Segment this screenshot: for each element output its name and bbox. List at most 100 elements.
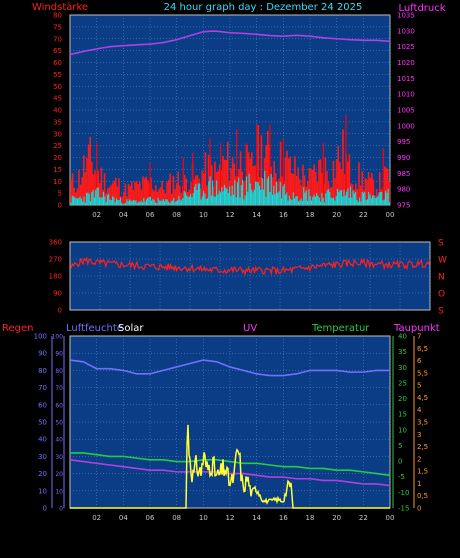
dewpoint-y-tick-label: 5,5 <box>417 369 428 377</box>
rain-y-tick-label: 100 <box>34 333 47 341</box>
direction-y-tick-label: 0 <box>58 307 62 315</box>
pressure-y-tick-label: 990 <box>397 154 410 162</box>
temperature-y-tick-label: 15 <box>398 411 407 419</box>
pressure-line <box>69 30 391 56</box>
dewpoint-y-tick-label: 0 <box>417 505 421 513</box>
wind-x-tick-label: 14 <box>252 211 261 219</box>
direction-compass-label: W <box>438 256 447 266</box>
temperature-y-tick-label: 25 <box>398 379 407 387</box>
humidity-y-tick-label: 0 <box>59 506 63 513</box>
rain-y-tick-label: 10 <box>38 487 47 495</box>
wind-y-tick-label: 35 <box>53 118 62 126</box>
pressure-axis-title: Luftdruck <box>398 3 445 14</box>
wind-x-tick-label: 02 <box>92 211 101 219</box>
direction-y-tick-label: 360 <box>49 239 62 247</box>
direction-y-tick-label: 270 <box>49 256 62 264</box>
wind-y-tick-label: 60 <box>53 59 62 67</box>
humidity-y-tick-label: 20 <box>55 471 63 478</box>
temperature-line <box>70 452 391 477</box>
temperature-axis-title: Temperatur <box>311 323 370 334</box>
wind-x-tick-label: 00 <box>386 211 395 219</box>
temperature-y-tick-label: -5 <box>398 473 405 481</box>
direction-compass-label: O <box>438 290 445 300</box>
pressure-y-tick-label: 1035 <box>397 12 415 20</box>
humidity-y-tick-label: 50 <box>55 420 63 427</box>
climate-x-tick-label: 04 <box>119 514 128 522</box>
wind-y-tick-label: 10 <box>53 178 62 186</box>
rain-y-tick-label: 20 <box>38 470 47 478</box>
wind-x-tick-label: 20 <box>332 211 341 219</box>
humidity-solar-temp-chart: 02 04 06 08 10 12 14 16 18 20 22 000102030405060708… <box>34 333 429 523</box>
rain-y-tick-label: 90 <box>38 350 47 358</box>
humidity-y-tick-label: 100 <box>52 334 64 341</box>
wind-y-tick-label: 65 <box>53 47 62 55</box>
pressure-y-tick-label: 1030 <box>397 27 415 35</box>
dewpoint-y-tick-label: 1 <box>417 480 421 488</box>
temperature-y-tick-label: 20 <box>398 395 407 403</box>
climate-x-tick-label: 08 <box>172 514 181 522</box>
rain-y-tick-label: 70 <box>38 384 47 392</box>
temperature-y-tick-label: 40 <box>398 333 407 341</box>
wind-x-tick-label: 06 <box>146 211 155 219</box>
direction-compass-label: N <box>438 273 445 283</box>
wind-y-tick-label: 20 <box>53 154 62 162</box>
pressure-y-tick-label: 980 <box>397 186 410 194</box>
wind-y-tick-label: 5 <box>58 190 62 198</box>
climate-x-tick-label: 20 <box>332 514 341 522</box>
dewpoint-y-tick-label: 4,5 <box>417 394 428 402</box>
wind-y-tick-label: 75 <box>53 23 62 31</box>
climate-x-tick-label: 14 <box>252 514 261 522</box>
wind-x-tick-label: 16 <box>279 211 288 219</box>
temperature-y-tick-label: 0 <box>398 458 402 466</box>
climate-x-tick-label: 06 <box>146 514 155 522</box>
wind-x-tick-label: 18 <box>306 211 315 219</box>
pressure-y-tick-label: 1005 <box>397 107 415 115</box>
wind-y-tick-label: 0 <box>58 202 62 210</box>
dewpoint-y-tick-label: 5 <box>417 382 421 390</box>
wind-y-tick-label: 15 <box>53 166 62 174</box>
dewpoint-y-tick-label: 3,5 <box>417 419 428 427</box>
wind-y-tick-label: 25 <box>53 142 62 150</box>
humidity-y-tick-label: 60 <box>55 402 63 409</box>
dewpoint-y-tick-label: 6,5 <box>417 345 428 353</box>
temperature-y-tick-label: 35 <box>398 348 407 356</box>
humidity-axis-title: Luftfeuchte <box>66 323 123 334</box>
dewpoint-y-tick-label: 2,5 <box>417 443 428 451</box>
dewpoint-axis-title: Taupunkt <box>393 323 440 334</box>
dewpoint-line <box>69 459 391 487</box>
chart-title: 24 hour graph day : Dezember 24 2025 <box>164 2 363 13</box>
temperature-y-tick-label: -10 <box>398 489 409 497</box>
wind-y-tick-label: 45 <box>53 95 62 103</box>
wind-pressure-chart: 02 04 06 08 10 12 14 16 18 20 22 000510152025303540… <box>53 12 415 220</box>
rain-y-tick-label: 30 <box>38 453 47 461</box>
rain-axis-title: Regen <box>2 323 34 334</box>
wind-x-tick-label: 10 <box>199 211 208 219</box>
wind-y-tick-label: 50 <box>53 83 62 91</box>
pressure-y-tick-label: 985 <box>397 170 410 178</box>
wind-direction-line <box>70 256 431 276</box>
rain-y-tick-label: 50 <box>38 419 47 427</box>
rain-y-tick-label: 60 <box>38 401 47 409</box>
temperature-y-tick-label: -15 <box>398 505 409 513</box>
dewpoint-y-tick-label: 7 <box>417 333 421 341</box>
climate-x-tick-label: 02 <box>92 514 101 522</box>
wind-direction-chart: 020406081012141618202200090180270360SONW… <box>49 239 447 317</box>
humidity-y-tick-label: 70 <box>55 385 63 392</box>
dewpoint-y-tick-label: 1,5 <box>417 468 428 476</box>
pressure-y-tick-label: 1000 <box>397 122 415 130</box>
temperature-y-tick-label: 10 <box>398 426 407 434</box>
rain-y-tick-label: 40 <box>38 436 47 444</box>
climate-x-tick-label: 10 <box>199 514 208 522</box>
wind-x-tick-label: 08 <box>172 211 181 219</box>
pressure-y-tick-label: 1010 <box>397 91 415 99</box>
direction-compass-label: S <box>438 239 444 249</box>
wind-y-tick-label: 80 <box>53 12 62 20</box>
climate-x-tick-label: 22 <box>359 514 368 522</box>
pressure-y-tick-label: 1020 <box>397 59 415 67</box>
wind-y-tick-label: 55 <box>53 71 62 79</box>
pressure-y-tick-label: 975 <box>397 202 410 210</box>
rain-y-tick-label: 0 <box>43 505 47 513</box>
humidity-y-tick-label: 40 <box>55 437 63 444</box>
wind-x-tick-label: 04 <box>119 211 128 219</box>
